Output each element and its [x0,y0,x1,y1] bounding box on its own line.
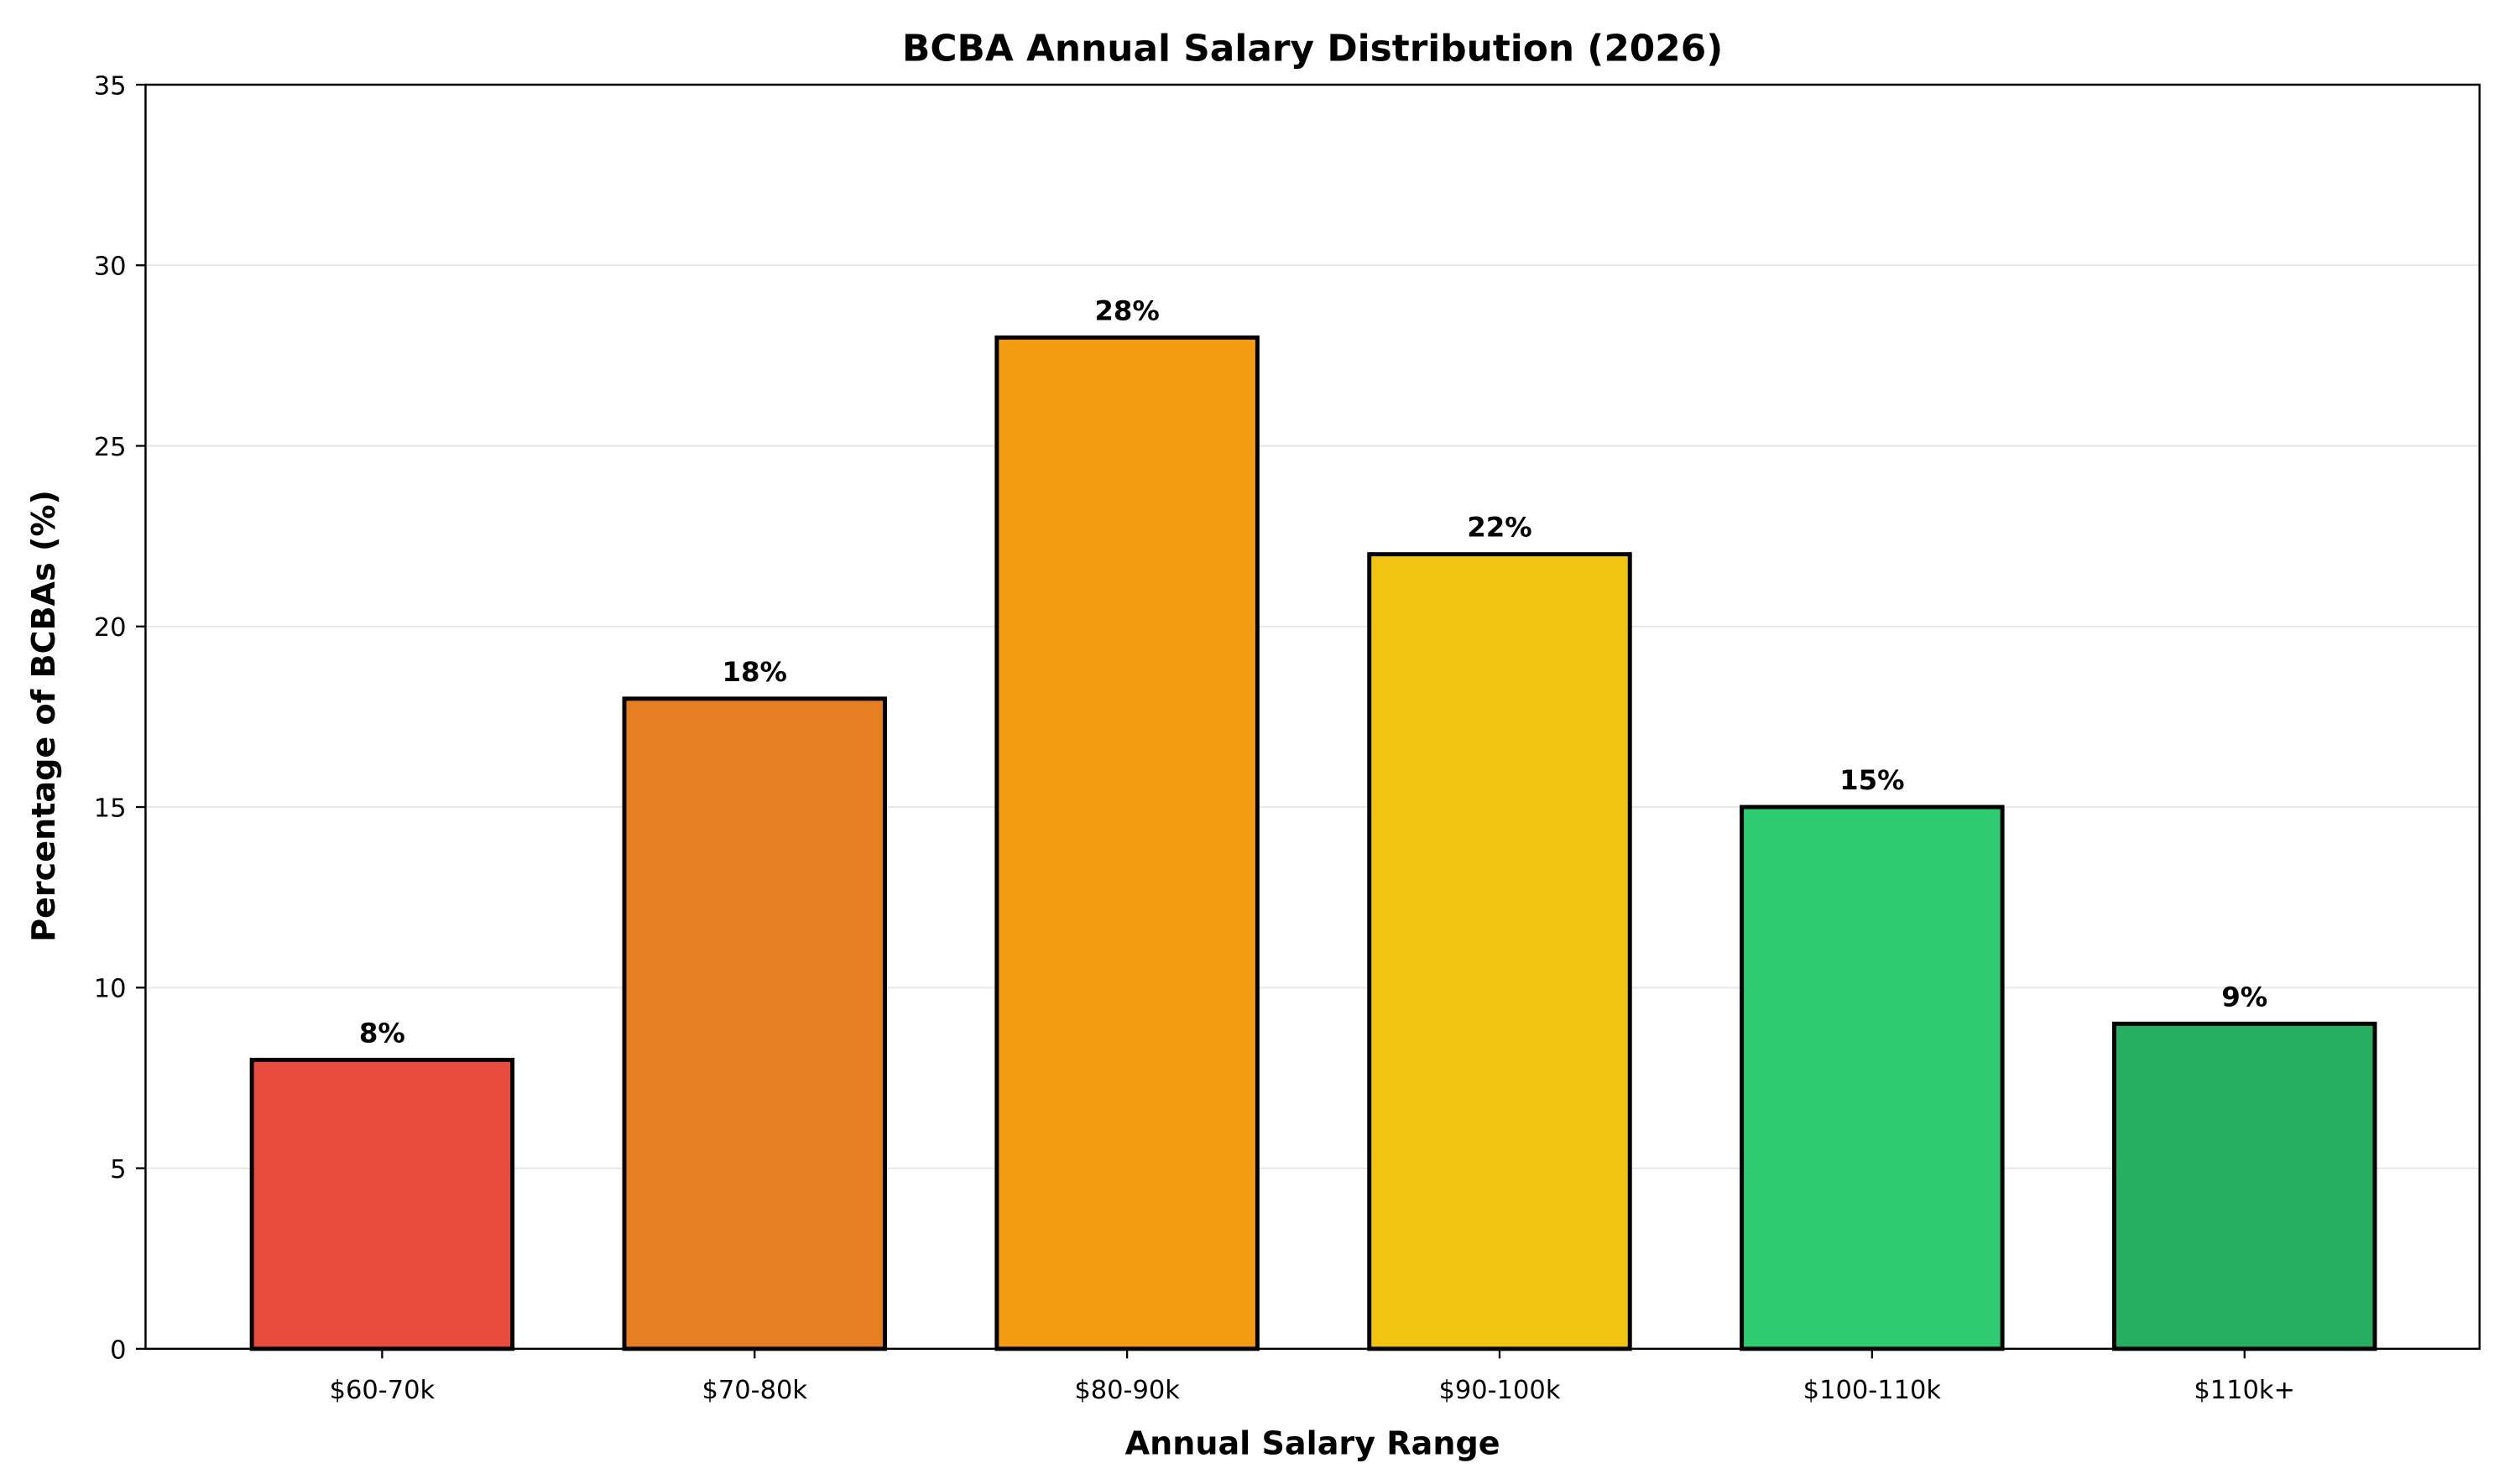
x-tick-label: $60-70k [330,1376,436,1405]
bar-$70-80k [622,696,887,1351]
data-label: 15% [1839,764,1905,796]
bar-$110k+ [2111,1021,2377,1351]
gridlines [145,264,2480,1169]
y-tick-label: 10 [94,975,127,1004]
bar-$90-100k [1367,552,1632,1351]
bar-$60-70k [249,1057,515,1351]
x-tick-label: $100-110k [1803,1376,1942,1405]
bar-$80-90k [994,335,1260,1351]
y-tick-label: 5 [110,1155,126,1185]
data-label: 22% [1467,512,1532,544]
bars [249,335,2377,1351]
x-axis-ticks: $60-70k $70-80k $80-90k $90-100k $100-110k $1… [330,1348,2295,1405]
y-tick-label: 35 [94,71,127,101]
y-tick-label: 0 [110,1336,126,1365]
x-tick-label: $90-100k [1439,1376,1561,1405]
y-axis-label: Percentage of BCBAs (%) [25,490,62,942]
data-labels: 8% 18% 28% 22% 15% 9% [359,294,2267,1049]
x-tick-label: $110k+ [2194,1376,2295,1405]
x-tick-label: $80-90k [1074,1376,1180,1405]
x-axis-label: Annual Salary Range [1125,1425,1500,1462]
y-tick-label: 25 [94,433,127,462]
y-tick-label: 30 [94,253,127,282]
data-label: 8% [359,1017,405,1049]
plot-frame [144,83,2481,1351]
data-label: 28% [1094,294,1160,326]
y-tick-label: 15 [94,794,127,823]
data-label: 9% [2221,981,2267,1013]
y-tick-label: 20 [94,613,127,643]
data-label: 18% [723,656,788,688]
bar-$100-110k [1740,804,2005,1351]
x-tick-label: $70-80k [702,1376,807,1405]
chart-title: BCBA Annual Salary Distribution (2026) [902,27,1723,70]
y-axis-ticks: 0 5 10 15 20 25 30 35 [94,71,146,1365]
